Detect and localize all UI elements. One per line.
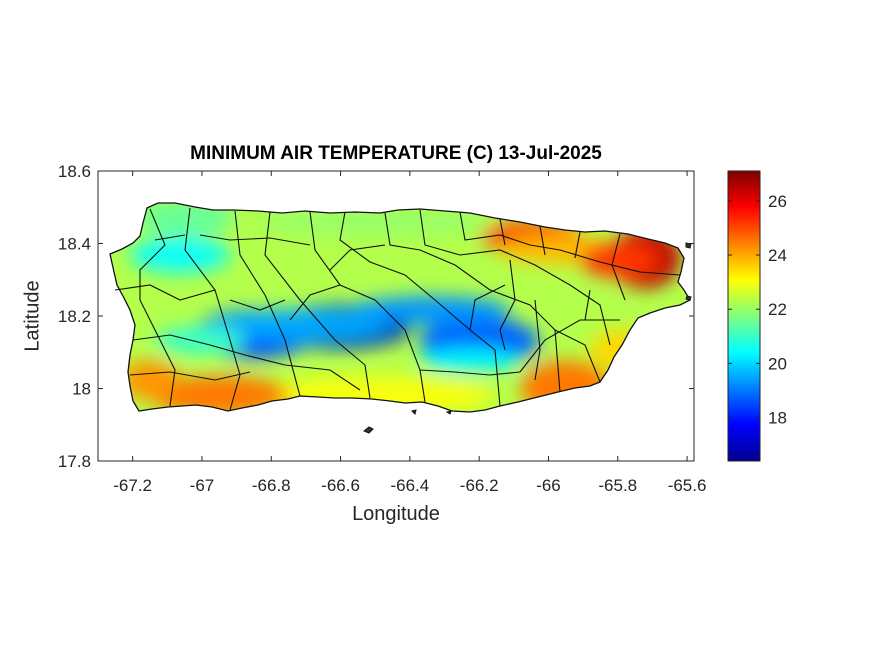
municipality-border bbox=[419, 369, 521, 376]
municipality-border bbox=[329, 244, 386, 271]
x-tick-label: -66.2 bbox=[460, 476, 499, 495]
municipality-border bbox=[584, 289, 591, 321]
y-tick-label: 18.6 bbox=[58, 162, 91, 181]
municipality-border bbox=[234, 210, 301, 397]
municipality-border bbox=[534, 299, 541, 381]
municipality-border bbox=[539, 225, 546, 256]
x-axis-label: Longitude bbox=[352, 503, 440, 525]
x-tick-label: -65.8 bbox=[598, 476, 637, 495]
x-tick-label: -66.4 bbox=[390, 476, 429, 495]
municipality-border bbox=[229, 299, 286, 311]
municipality-border bbox=[554, 329, 601, 383]
caja-de-muertos-islet bbox=[363, 426, 374, 434]
x-tick-label: -65.6 bbox=[668, 476, 707, 495]
y-tick-label: 18.2 bbox=[58, 307, 91, 326]
municipality-border bbox=[459, 211, 681, 276]
municipality-borders bbox=[114, 207, 681, 411]
south-cay bbox=[411, 409, 417, 415]
y-tick-label: 17.8 bbox=[58, 452, 91, 471]
colorbar-tick-label: 26 bbox=[768, 192, 787, 211]
municipality-border bbox=[519, 319, 620, 373]
colorbar-ticks: 18 20 22 24 26 bbox=[728, 192, 787, 428]
x-tick-label: -67 bbox=[190, 476, 215, 495]
municipality-border bbox=[132, 334, 246, 356]
x-tick-label: -67.2 bbox=[113, 476, 152, 495]
temperature-field bbox=[110, 203, 690, 412]
y-axis: 17.8 18 18.2 18.4 18.6 bbox=[58, 162, 694, 471]
municipality-border bbox=[139, 208, 176, 407]
south-cay bbox=[445, 410, 452, 415]
y-tick-label: 18 bbox=[72, 380, 91, 399]
x-tick-label: -66.6 bbox=[321, 476, 360, 495]
municipality-border bbox=[114, 284, 216, 301]
municipality-border bbox=[419, 209, 611, 346]
east-islet bbox=[685, 295, 692, 301]
municipality-border bbox=[244, 354, 361, 391]
municipality-border bbox=[264, 211, 371, 399]
zone-north-coast bbox=[255, 207, 496, 236]
municipality-border bbox=[154, 234, 186, 241]
municipality-border bbox=[289, 284, 341, 321]
municipality-border bbox=[199, 234, 311, 246]
x-axis: -67.2 -67 -66.8 -66.6 -66.4 -66.2 -66 -65.8 -65.… bbox=[113, 171, 706, 495]
municipality-border bbox=[129, 371, 251, 381]
colorbar-tick-label: 20 bbox=[768, 354, 787, 373]
y-axis-label: Latitude bbox=[21, 280, 44, 352]
colorbar bbox=[727, 170, 761, 462]
municipality-border bbox=[611, 233, 626, 301]
municipality-border bbox=[499, 218, 506, 246]
colorbar-tick-label: 18 bbox=[768, 409, 787, 428]
y-tick-label: 18.4 bbox=[58, 235, 91, 254]
coastline bbox=[109, 202, 691, 413]
municipality-border bbox=[339, 211, 501, 407]
x-tick-label: -66 bbox=[536, 476, 561, 495]
municipality-border bbox=[499, 259, 516, 351]
municipality-border bbox=[184, 207, 241, 411]
colorbar-tick-label: 22 bbox=[768, 300, 787, 319]
municipality-border bbox=[384, 212, 561, 393]
colorbar-tick-label: 24 bbox=[768, 246, 787, 265]
municipality-border bbox=[574, 231, 581, 259]
chart-title: MINIMUM AIR TEMPERATURE (C) 13-Jul-2025 bbox=[190, 143, 602, 164]
islets bbox=[363, 242, 692, 434]
municipality-border bbox=[469, 284, 506, 331]
x-tick-label: -66.8 bbox=[252, 476, 291, 495]
